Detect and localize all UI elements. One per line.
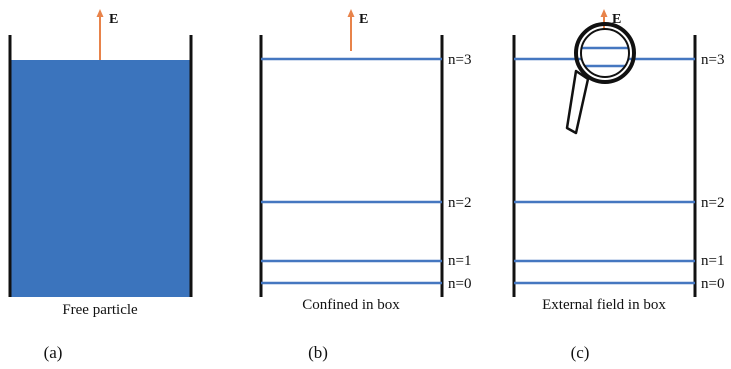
panel-label: (b) (308, 343, 328, 362)
field-label: E (359, 12, 368, 27)
particle-fill (10, 60, 191, 297)
field-label: E (109, 12, 118, 27)
magnifying-glass-icon (565, 22, 636, 135)
panel-caption: Free particle (62, 302, 138, 318)
field-arrow-icon (347, 9, 355, 51)
level-label-2: n=2 (701, 195, 724, 211)
level-label-1: n=1 (701, 253, 724, 269)
level-label-1: n=1 (448, 253, 471, 269)
level-label-0: n=0 (701, 276, 724, 292)
panel-c: E n=3 n=2 n=1 n=0 External field in box … (512, 9, 724, 362)
panel-b: E n=3 n=2 n=1 n=0 Confined in box (b) (259, 9, 471, 362)
panel-label: (c) (571, 343, 590, 362)
field-label: E (612, 12, 621, 27)
panel-a: E Free particle (a) (8, 9, 193, 362)
panel-label: (a) (44, 343, 63, 362)
panel-caption: External field in box (542, 297, 666, 313)
field-arrow-icon (96, 9, 104, 60)
level-label-2: n=2 (448, 195, 471, 211)
level-label-3: n=3 (701, 52, 724, 68)
panel-caption: Confined in box (302, 297, 400, 313)
field-arrow-icon (600, 9, 608, 30)
level-label-0: n=0 (448, 276, 471, 292)
level-label-3: n=3 (448, 52, 471, 68)
